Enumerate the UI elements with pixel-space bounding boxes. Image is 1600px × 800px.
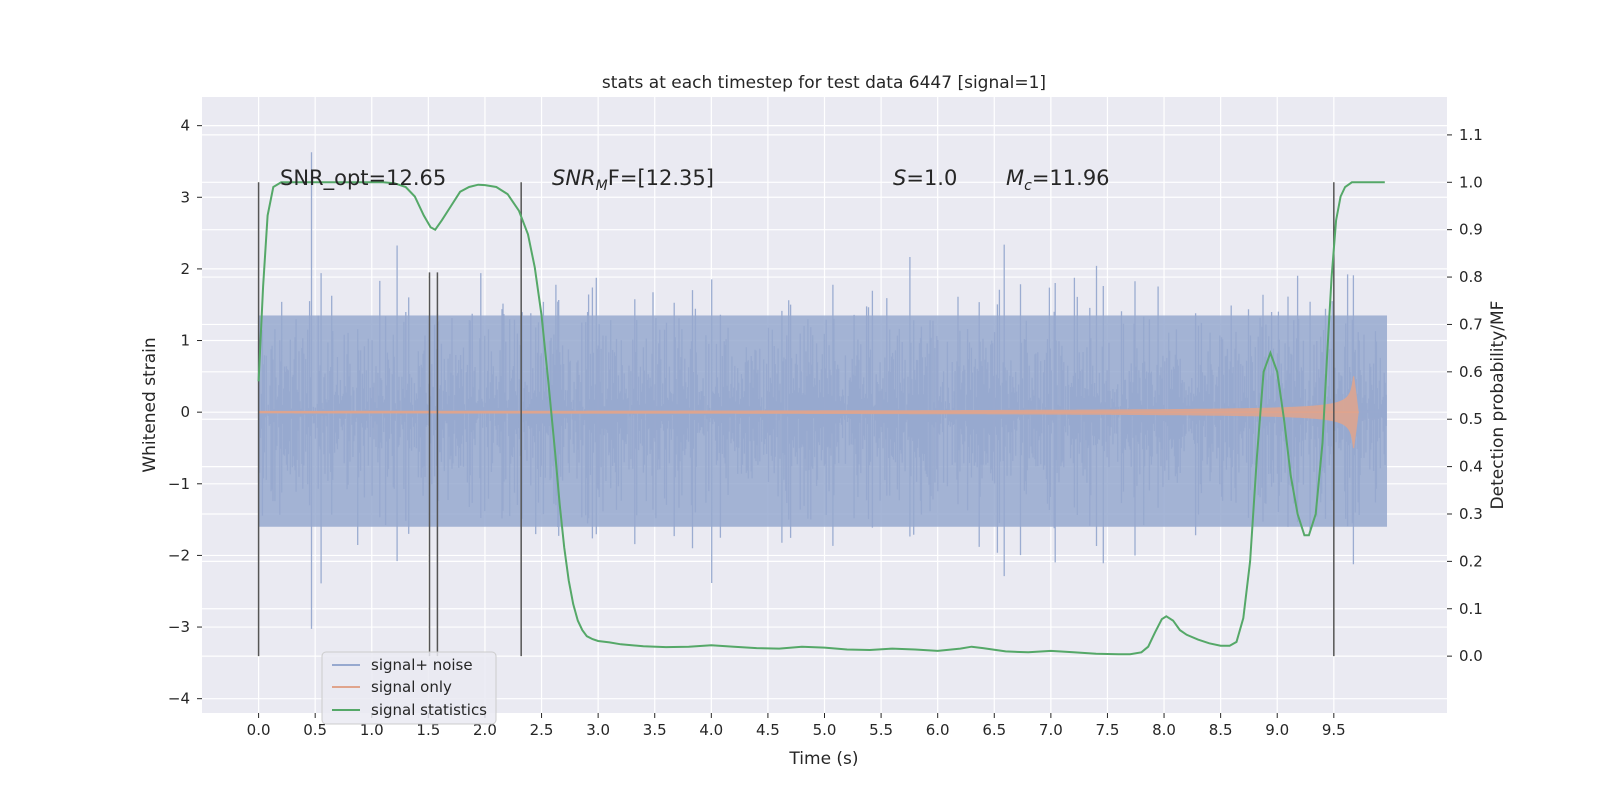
y-right-tick-label: 0.9: [1459, 221, 1483, 239]
x-tick-label: 2.0: [473, 721, 497, 739]
y-right-tick-label: 1.0: [1459, 173, 1483, 191]
annotation-snr-mf: SNRMF=[12.35]: [552, 166, 714, 194]
y-right-tick-label: 0.2: [1459, 552, 1483, 570]
legend-box: [321, 651, 497, 725]
x-tick-label: 5.0: [813, 721, 837, 739]
legend: signal+ noise signal only signal statist…: [321, 651, 497, 725]
x-tick-label: 0.0: [247, 721, 271, 739]
annotation-snr-mf-main: SNR: [552, 166, 596, 190]
x-tick-label: 2.5: [530, 721, 554, 739]
x-tick-label: 9.0: [1265, 721, 1289, 739]
x-tick-label: 6.0: [926, 721, 950, 739]
y-tick-label: −2: [168, 546, 190, 564]
annotation-mc-rest: =11.96: [1032, 166, 1110, 190]
x-axis-label: Time (s): [788, 749, 858, 769]
annotation-snr-mf-rest: F=[12.35]: [608, 166, 714, 190]
x-tick-label: 8.5: [1209, 721, 1233, 739]
y-tick-label: 1: [180, 332, 190, 350]
x-tick-label: 3.0: [586, 721, 610, 739]
y-right-tick-label: 0.5: [1459, 410, 1483, 428]
x-tick-label: 0.5: [303, 721, 327, 739]
series-signal-statistics: [257, 181, 1385, 656]
y-tick-label: −4: [168, 690, 190, 708]
annotation-snr-opt: SNR_opt=12.65: [280, 166, 446, 191]
x-tick-label: 1.0: [360, 721, 384, 739]
y-right-tick-label: 0.0: [1459, 647, 1483, 665]
annotation-s-main: S: [893, 166, 906, 190]
x-tick-label: 6.5: [982, 721, 1006, 739]
y-axis-label: Whitened strain: [140, 337, 160, 472]
y-tick-label: 3: [180, 188, 190, 206]
x-tick-label: 4.0: [699, 721, 723, 739]
y-right-tick-label: 1.1: [1459, 126, 1483, 144]
x-tick-label: 4.5: [756, 721, 780, 739]
y-right-tick-label: 0.4: [1459, 458, 1483, 476]
y-right-tick-label: 0.1: [1459, 600, 1483, 618]
series-signal-only: [258, 376, 1359, 449]
y-right-tick-label: 0.7: [1459, 315, 1483, 333]
annotation-mc-main: M: [1006, 166, 1024, 190]
annotation-mc: Mc=11.96: [1006, 166, 1110, 194]
x-tick-label: 7.0: [1039, 721, 1063, 739]
y-tick-label: −3: [168, 618, 190, 636]
y-tick-label: 0: [180, 403, 190, 421]
annotation-s-rest: =1.0: [906, 166, 957, 190]
x-tick-label: 8.0: [1152, 721, 1176, 739]
y-right-tick-label: 0.3: [1459, 505, 1483, 523]
y-right-axis-label: Detection probability/MF: [1488, 301, 1508, 510]
y-tick-label: 4: [180, 117, 190, 135]
annotation-s: S=1.0: [893, 166, 957, 190]
annotation-snr-mf-sub: M: [596, 178, 608, 194]
y-right-axis-ticks: 1.1 1.0 0.9 0.8 0.7 0.6 0.5 0.4 0.3 0.2 0.1 0.0: [1447, 126, 1483, 665]
x-axis-ticks: 0.0 0.5 1.0 1.5 2.0 2.5 3.0 3.5 4.0 4.5 5.0 5.5 6.0 6…: [247, 713, 1346, 739]
legend-label-signal-only: signal only: [371, 678, 452, 696]
y-tick-label: 2: [180, 260, 190, 278]
series-signal-noise: [257, 152, 1388, 629]
x-tick-label: 7.5: [1096, 721, 1120, 739]
y-right-tick-label: 0.6: [1459, 363, 1483, 381]
x-tick-label: 9.5: [1322, 721, 1346, 739]
legend-label-signal-noise: signal+ noise: [371, 656, 473, 674]
statistics-line: [257, 181, 1385, 656]
legend-label-signal-statistics: signal statistics: [371, 701, 487, 719]
y-right-tick-label: 0.8: [1459, 268, 1483, 286]
y-axis-ticks: 4 3 2 1 0 −1 −2 −3 −4: [168, 117, 202, 708]
y-tick-label: −1: [168, 475, 190, 493]
chart-title: stats at each timestep for test data 644…: [602, 73, 1046, 93]
annotation-mc-sub: c: [1024, 178, 1032, 194]
x-tick-label: 1.5: [416, 721, 440, 739]
x-tick-label: 3.5: [643, 721, 667, 739]
x-tick-label: 5.5: [869, 721, 893, 739]
